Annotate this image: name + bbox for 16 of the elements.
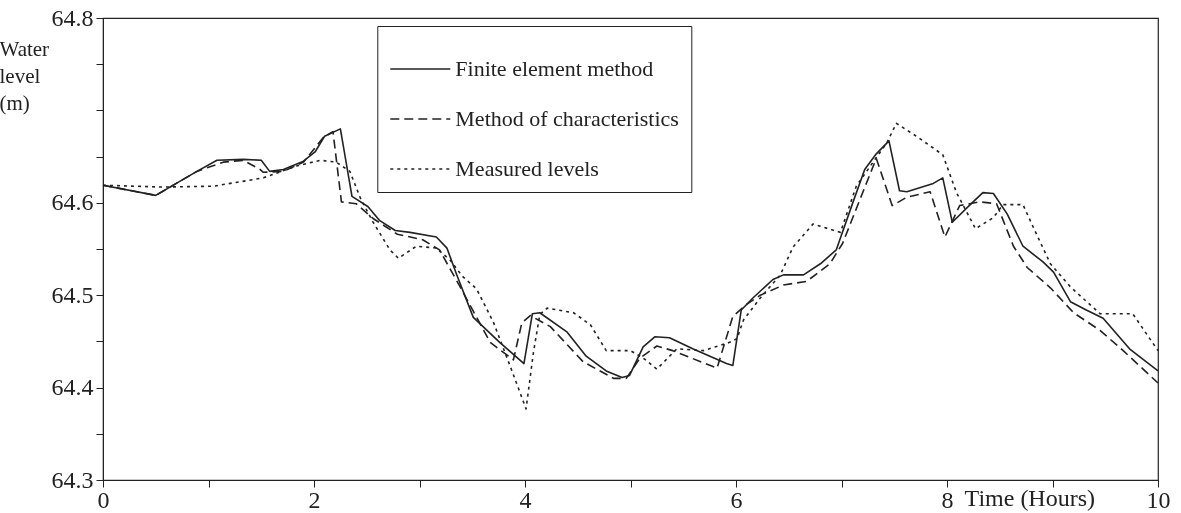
legend-label: Finite element method bbox=[455, 56, 654, 81]
x-tick-label: 0 bbox=[97, 486, 110, 513]
x-tick-label: 10 bbox=[1146, 486, 1171, 513]
legend-label: Measured levels bbox=[455, 156, 599, 181]
x-tick-label: 6 bbox=[730, 486, 743, 513]
x-tick-label: 4 bbox=[519, 486, 532, 513]
x-tick-label: 8 bbox=[941, 486, 954, 513]
y-tick-label: 64.4 bbox=[51, 374, 94, 401]
x-axis-title: Time (Hours) bbox=[964, 484, 1096, 511]
y-tick-label: 64.8 bbox=[51, 4, 94, 31]
y-tick-label: 64.6 bbox=[51, 189, 94, 216]
y-tick-label: 64.5 bbox=[51, 281, 94, 308]
y-tick-label: 64.3 bbox=[51, 466, 94, 493]
x-tick-label: 2 bbox=[308, 486, 321, 513]
y-axis-title: Water level (m) bbox=[0, 36, 50, 115]
legend-label: Method of characteristics bbox=[455, 106, 679, 131]
